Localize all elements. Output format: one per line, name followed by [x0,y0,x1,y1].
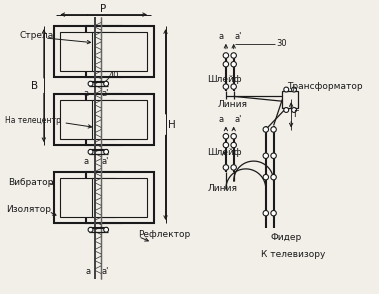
Bar [53,26,122,77]
Circle shape [104,81,108,86]
Bar [282,91,298,108]
Circle shape [263,127,269,132]
Text: Трансформатор: Трансформатор [287,82,363,91]
Text: Изолятор: Изолятор [6,205,51,214]
Text: Р: Р [100,4,106,14]
Circle shape [231,165,236,170]
Circle shape [271,153,276,158]
Text: а': а' [235,115,242,124]
Text: а: а [83,89,88,98]
Circle shape [223,165,229,170]
Circle shape [88,227,93,232]
Text: а': а' [235,32,242,41]
Circle shape [271,127,276,132]
Bar [86,172,154,223]
Text: Шлейф: Шлейф [207,75,242,84]
Text: К телевизору: К телевизору [261,250,325,259]
Text: На телецентр: На телецентр [5,116,61,125]
Circle shape [88,149,93,154]
Circle shape [231,53,236,58]
Circle shape [291,108,296,112]
Circle shape [223,133,229,139]
Text: Стрела: Стрела [19,31,54,41]
Bar [53,172,122,223]
Text: а': а' [102,157,109,166]
Circle shape [88,81,93,86]
Text: а: а [218,32,224,41]
Bar [60,178,115,217]
Text: Шлейф: Шлейф [207,148,242,157]
Bar [53,94,122,145]
Bar [60,100,115,139]
Bar [60,32,115,71]
Circle shape [231,84,236,89]
Circle shape [231,142,236,148]
Circle shape [231,133,236,139]
Text: а': а' [102,267,109,276]
Text: Г: Г [293,110,299,119]
Text: Рефлектор: Рефлектор [138,230,191,239]
Circle shape [263,153,269,158]
Circle shape [291,87,296,92]
Circle shape [104,149,108,154]
Text: В: В [31,81,39,91]
Bar [86,26,154,77]
Text: а': а' [102,89,109,98]
Circle shape [271,211,276,216]
Circle shape [104,227,108,232]
Bar [92,32,147,71]
Circle shape [271,174,276,180]
Circle shape [284,108,289,112]
Circle shape [263,211,269,216]
Circle shape [223,84,229,89]
Bar [92,100,147,139]
Text: Вибратор: Вибратор [8,178,53,186]
Circle shape [223,61,229,67]
Bar [92,178,147,217]
Bar [86,94,154,145]
Circle shape [223,53,229,58]
Text: Линия: Линия [217,100,247,109]
Text: Линия: Линия [207,184,237,193]
Text: Н: Н [168,120,176,130]
Circle shape [231,61,236,67]
Circle shape [263,174,269,180]
Text: а: а [83,157,88,166]
Text: а: а [85,267,90,276]
Text: 30: 30 [277,39,287,48]
Circle shape [223,142,229,148]
Text: а: а [218,115,224,124]
Text: Фидер: Фидер [271,233,302,242]
Circle shape [284,87,289,92]
Text: 40: 40 [109,71,119,81]
